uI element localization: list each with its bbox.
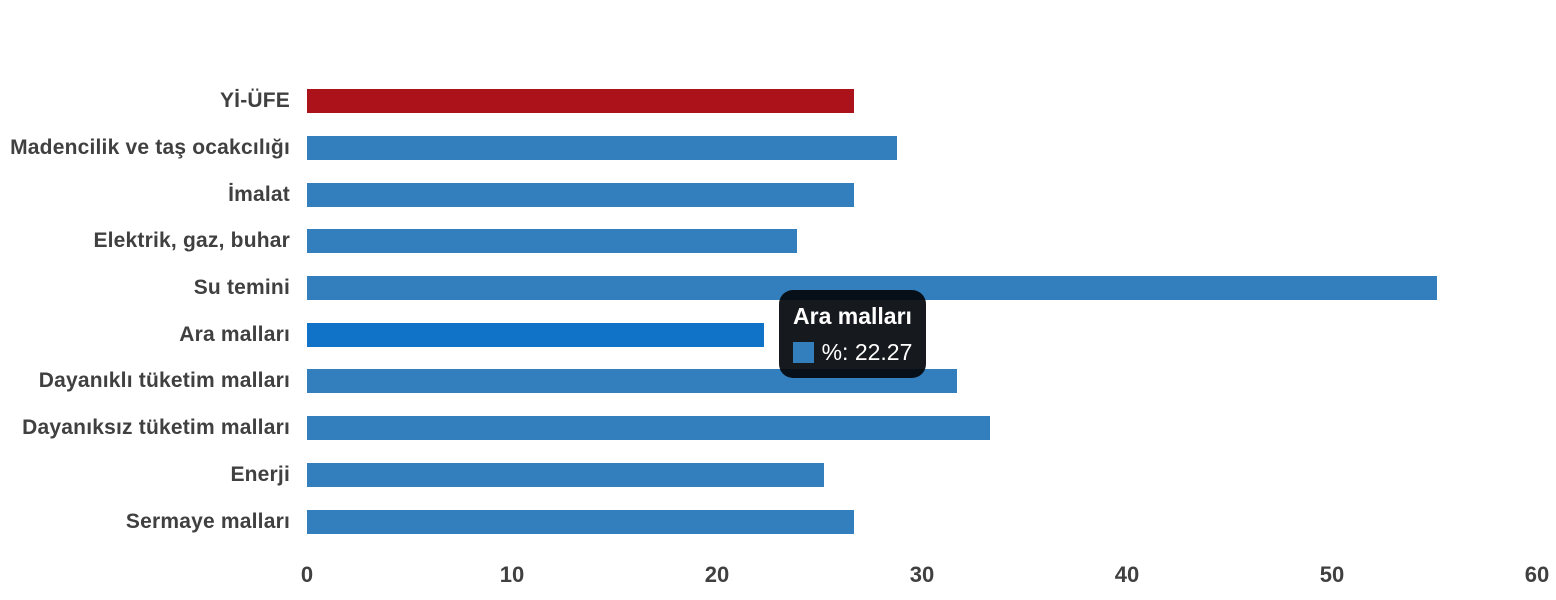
x-axis: 0 10 20 30 40 50 60 bbox=[301, 562, 1549, 592]
category-label: Su temini bbox=[193, 276, 290, 300]
bar-row: Su temini bbox=[0, 265, 1556, 312]
bar-track bbox=[307, 416, 1537, 441]
category-label: Sermaye malları bbox=[125, 509, 290, 533]
bar-track bbox=[307, 462, 1537, 487]
bar-row: Dayanıksız tüketim malları bbox=[0, 405, 1556, 452]
bar-row: Yİ-ÜFE bbox=[0, 78, 1556, 125]
x-axis-tick: 0 bbox=[300, 562, 314, 587]
bar-1[interactable] bbox=[307, 89, 855, 114]
category-label: Dayanıklı tüketim malları bbox=[38, 369, 290, 393]
bar-10[interactable] bbox=[307, 509, 855, 534]
x-axis-tick: 50 bbox=[1319, 562, 1345, 587]
bar-8[interactable] bbox=[307, 416, 990, 441]
tooltip: Ara malları %: 22.27 bbox=[779, 290, 926, 378]
bar-row: Elektrik, gaz, buhar bbox=[0, 218, 1556, 265]
bar-track bbox=[307, 322, 1537, 347]
bar-track bbox=[307, 89, 1537, 114]
category-label: Yİ-ÜFE bbox=[219, 89, 290, 113]
tooltip-title: Ara malları bbox=[793, 302, 912, 329]
x-axis-tick: 20 bbox=[704, 562, 730, 587]
bar-row: Enerji bbox=[0, 452, 1556, 499]
bar-row: Dayanıklı tüketim malları bbox=[0, 358, 1556, 405]
category-label: Ara malları bbox=[179, 322, 290, 346]
bar-3[interactable] bbox=[307, 182, 855, 207]
bar-track bbox=[307, 182, 1537, 207]
category-label: İmalat bbox=[228, 182, 290, 206]
x-axis-tick: 30 bbox=[909, 562, 935, 587]
bar-row: Sermaye malları bbox=[0, 498, 1556, 545]
bar-row: Madencilik ve taş ocakcılığı bbox=[0, 125, 1556, 172]
bar-4[interactable] bbox=[307, 229, 797, 254]
bar-track bbox=[307, 509, 1537, 534]
bar-row: İmalat bbox=[0, 171, 1556, 218]
bar-track bbox=[307, 136, 1537, 161]
x-axis-tick: 10 bbox=[499, 562, 525, 587]
tooltip-series-swatch-icon bbox=[792, 341, 814, 363]
bar-track bbox=[307, 229, 1537, 254]
bar-6[interactable] bbox=[307, 322, 764, 347]
tooltip-value-row: %: 22.27 bbox=[792, 338, 913, 366]
tooltip-value: %: 22.27 bbox=[821, 338, 913, 365]
bar-2[interactable] bbox=[307, 136, 898, 161]
bar-row: Ara malları bbox=[0, 311, 1556, 358]
bar-9[interactable] bbox=[307, 462, 824, 487]
x-axis-tick: 40 bbox=[1114, 562, 1140, 587]
bar-rows: Yİ-ÜFE Madencilik ve taş ocakcılığı İmalat… bbox=[0, 78, 1556, 545]
category-label: Dayanıksız tüketim malları bbox=[22, 416, 290, 440]
category-label: Madencilik ve taş ocakcılığı bbox=[10, 136, 290, 160]
category-label: Elektrik, gaz, buhar bbox=[93, 229, 290, 253]
x-axis-tick: 60 bbox=[1524, 562, 1550, 587]
category-label: Enerji bbox=[230, 462, 290, 486]
